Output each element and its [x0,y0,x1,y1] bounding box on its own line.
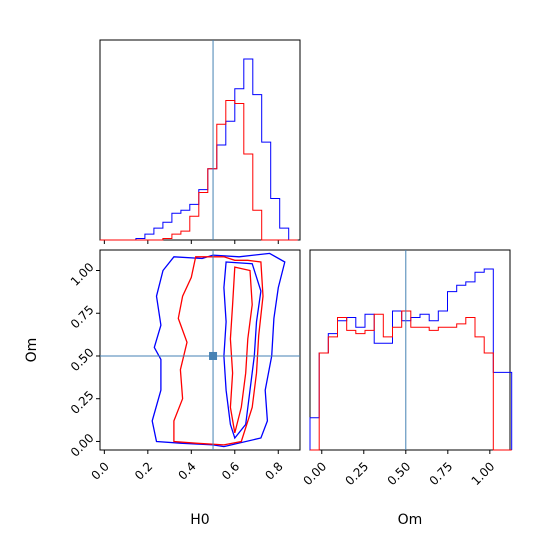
contour-frame [99,249,301,451]
om-y-tick-label: 0.25 [68,388,97,417]
h0-histogram-panel [99,39,301,244]
om-x-tick-label: 1.00 [469,459,498,488]
om-histogram-red-series [310,310,512,451]
om-histogram-panel: 0.00 0.25 0.50 0.75 1.00 [301,249,513,488]
h0-x-tick-label: 0.2 [132,459,155,482]
h0-x-tick-label: 0.8 [262,459,285,482]
om-histogram-frame [309,249,511,451]
h0-histogram-red-series [100,100,298,241]
red-contour-inner [229,266,253,434]
om-x-tick-label: 0.75 [427,459,456,488]
blue-contour-inner [223,261,262,440]
om-y-tick-label: 0.75 [68,303,97,332]
blue-contour-outer [151,252,286,448]
h0-x-tick-label: 0.4 [175,459,198,482]
om-x-tick-label: 0.25 [343,459,372,488]
om-x-tick-label: 0.00 [301,459,330,488]
contour-truth-marker [209,351,218,360]
red-contour-outer [173,256,264,446]
h0-x-tick-label: 0.0 [88,459,111,482]
y-axis-label-om: Om [24,338,40,363]
h0-x-tick-label: 0.6 [219,459,242,482]
om-y-tick-label: 1.00 [68,260,97,289]
h0-histogram-frame [99,39,301,241]
h0-om-contour-panel: 0.0 0.2 0.4 0.6 0.8 0.00 0.25 0.50 0.75 1.00 [68,249,301,483]
om-x-tick-label: 0.50 [385,459,414,488]
x-axis-label-om: Om [398,512,423,528]
om-y-tick-label: 0.00 [68,431,97,460]
om-histogram-blue-series [309,268,513,450]
om-y-tick-label: 0.50 [68,345,97,374]
x-axis-label-h0: H0 [190,512,209,528]
